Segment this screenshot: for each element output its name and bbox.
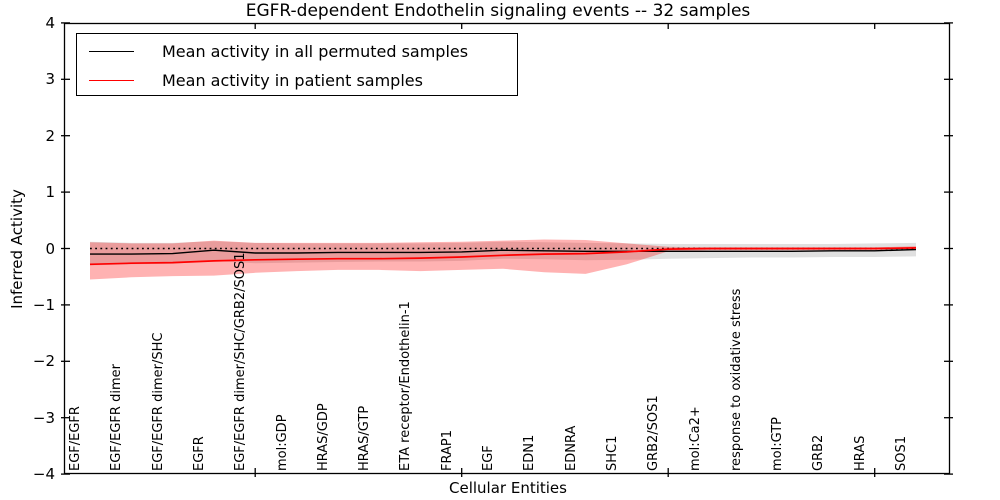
x-category-label: FRAP1	[439, 430, 455, 471]
x-category-label: GRB2	[811, 434, 827, 471]
y-tick-label: 0	[45, 239, 55, 258]
x-category-label: response to oxidative stress	[728, 288, 744, 471]
legend-line-patient-icon	[89, 79, 134, 81]
x-category-label: SOS1	[894, 435, 909, 471]
x-category-label: HRAS/GDP	[315, 403, 331, 471]
x-category-label: EDNRA	[563, 425, 579, 471]
y-tick-label: 2	[45, 126, 55, 145]
x-category-label: EGF	[481, 445, 496, 471]
mean-line-permuted	[90, 248, 917, 255]
y-tick-label: 1	[45, 183, 55, 202]
x-category-label: HRAS	[852, 435, 868, 471]
y-tick-label: 4	[45, 13, 55, 32]
x-category-label: EGF/EGFR	[68, 406, 83, 471]
y-tick-label: −1	[32, 295, 55, 314]
mean-line-patient	[89, 247, 917, 266]
y-tick-label: −4	[32, 465, 55, 484]
x-category-label: EGF/EGFR dimer	[109, 364, 125, 471]
x-category-label: mol:GDP	[274, 414, 290, 471]
legend-label-permuted: Mean activity in all permuted samples	[162, 41, 469, 61]
x-category-label: GRB2/SOS1	[646, 395, 662, 471]
x-axis-label: Cellular Entities	[449, 479, 567, 497]
legend-item-patient: Mean activity in patient samples	[77, 65, 423, 95]
legend-label-patient: Mean activity in patient samples	[162, 70, 423, 90]
x-category-label: SHC1	[604, 435, 620, 471]
legend-item-permuted: Mean activity in all permuted samples	[77, 36, 468, 66]
y-tick-label: −3	[32, 408, 55, 427]
legend-line-permuted-icon	[89, 50, 134, 52]
y-tick-label: −2	[32, 352, 55, 371]
x-category-label: EGF/EGFR dimer/SHC	[150, 332, 166, 471]
x-category-label: EDN1	[522, 434, 538, 471]
band-patient	[90, 239, 916, 280]
x-category-label: mol:GTP	[770, 417, 786, 471]
y-tick-label: 3	[45, 70, 55, 89]
chart-title: EGFR-dependent Endothelin signaling even…	[245, 1, 751, 21]
x-category-label: HRAS/GTP	[357, 405, 373, 471]
x-category-label: EGFR	[191, 436, 207, 471]
x-category-label: mol:Ca2+	[687, 406, 703, 471]
x-category-label: ETA receptor/Endothelin-1	[398, 301, 414, 471]
x-category-label: EGF/EGFR dimer/SHC/GRB2/SOS1	[233, 252, 249, 472]
legend: Mean activity in all permuted samples Me…	[76, 33, 518, 96]
